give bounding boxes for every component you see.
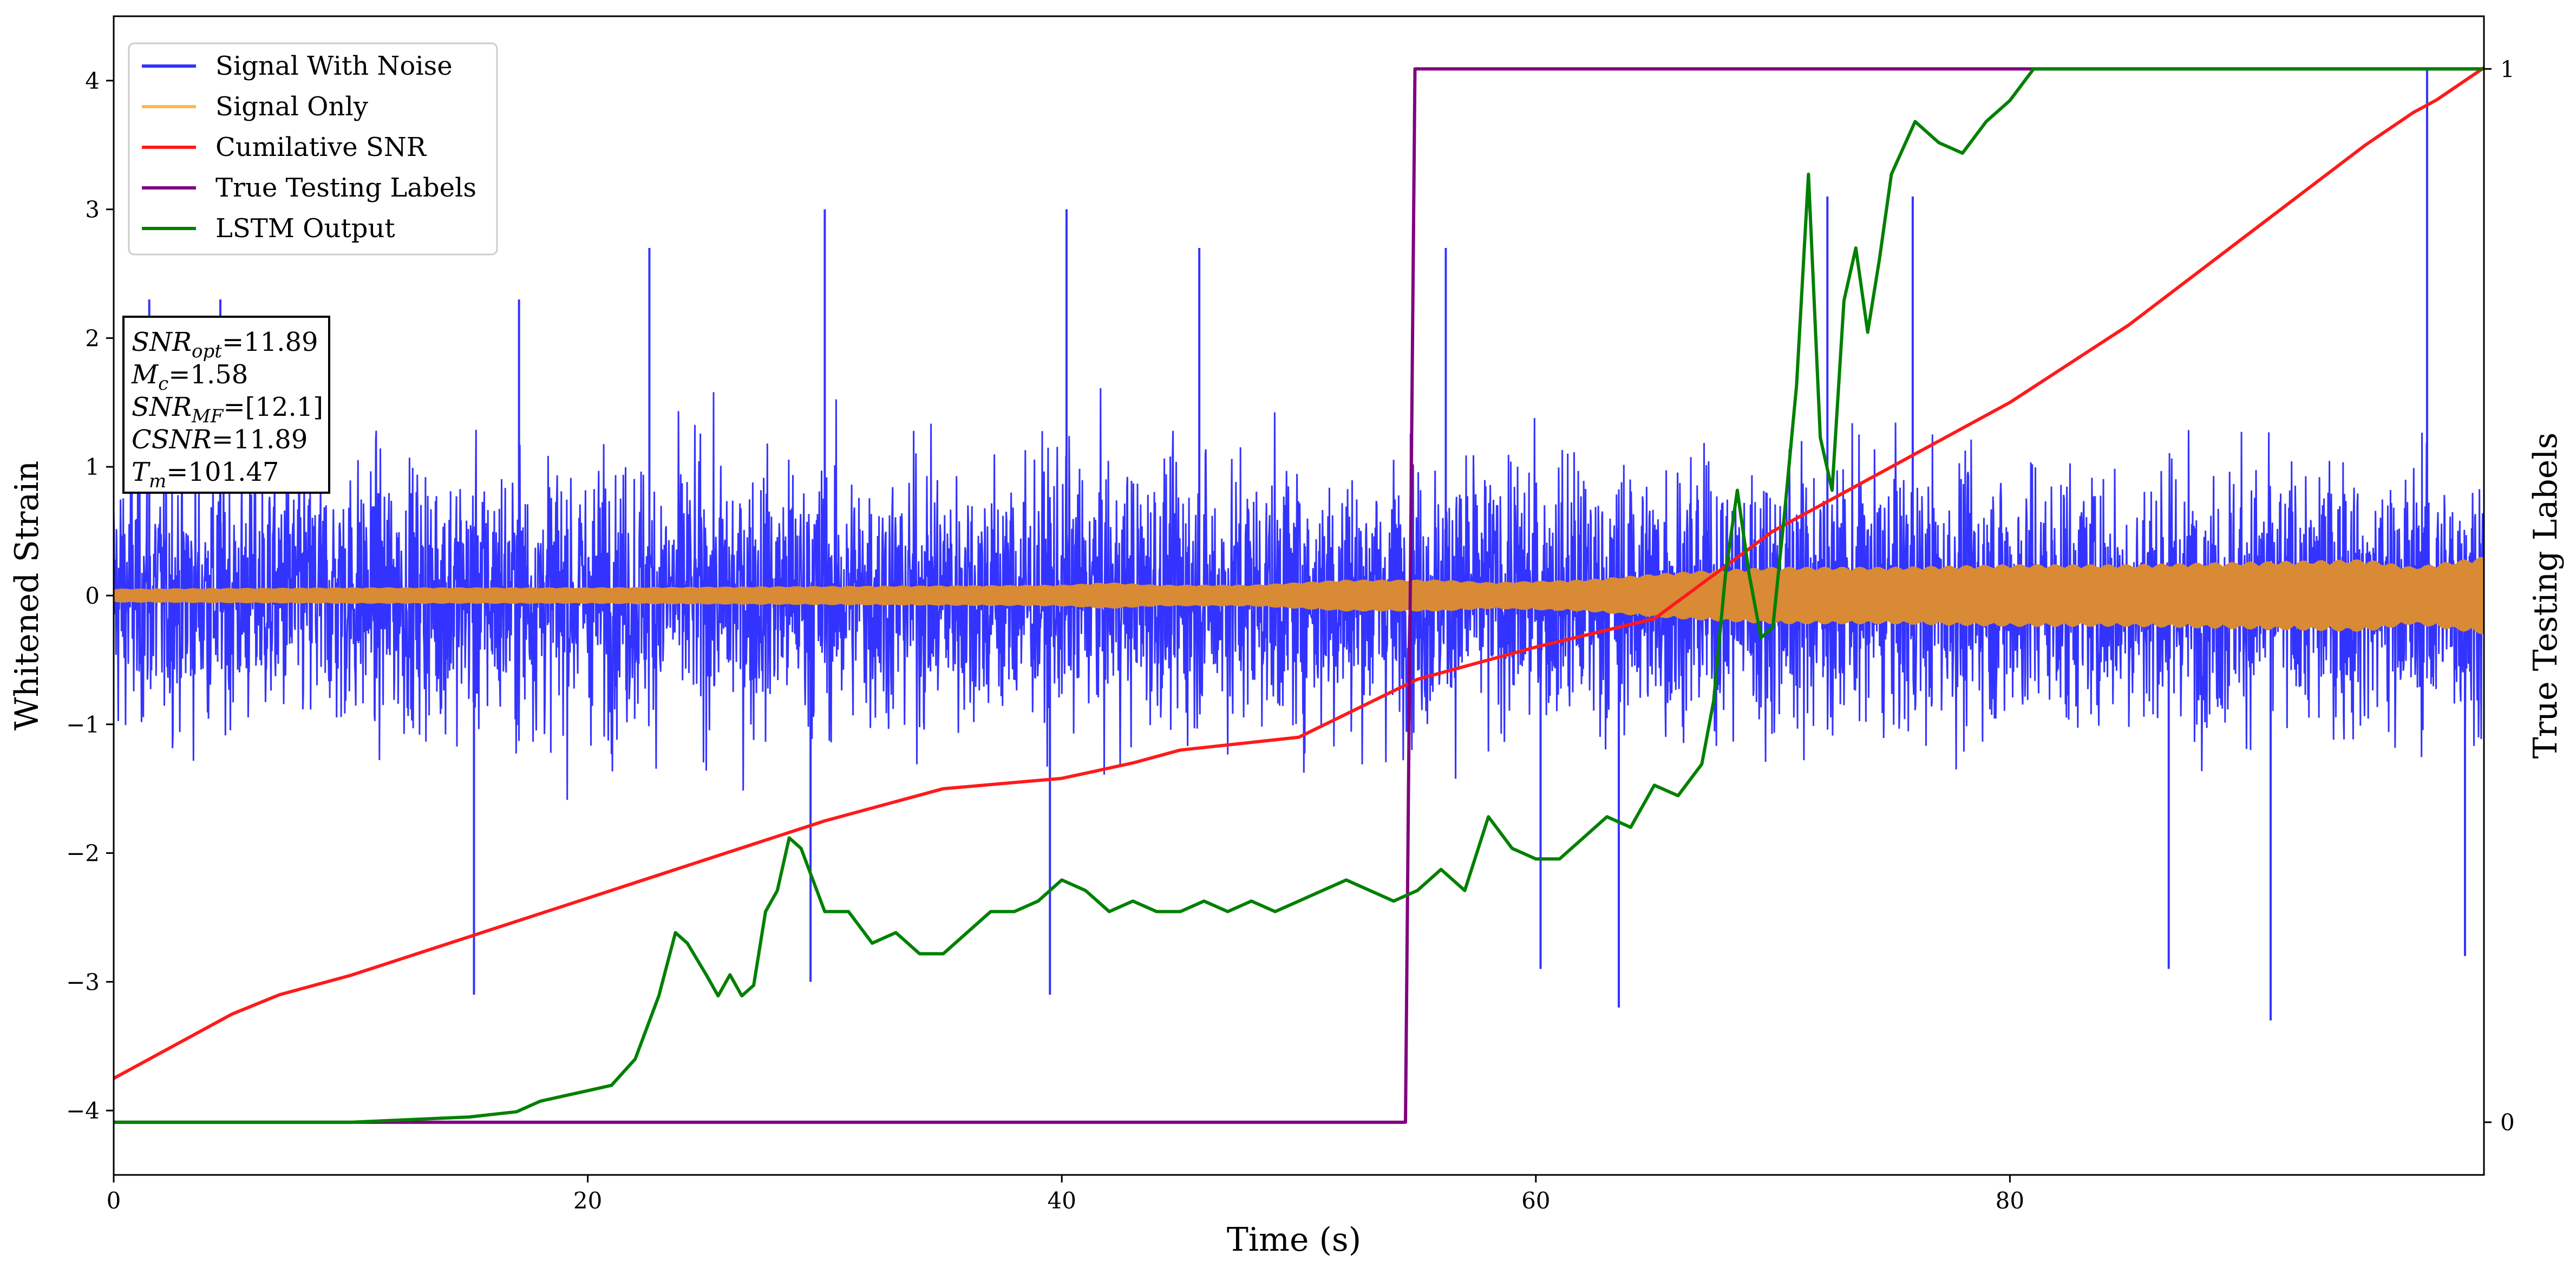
signal-with-noise-series (114, 68, 2484, 1021)
legend-label: Cumilative SNR (215, 132, 427, 162)
y-tick-label: 3 (85, 197, 100, 223)
annotation-box (122, 316, 330, 494)
y-tick-label: −2 (66, 840, 100, 867)
legend-box (128, 42, 498, 256)
stats-annotation: SNRopt=11.89Mc=1.58SNRMF=[12.1]CSNR=11.8… (122, 316, 330, 494)
x-axis: 0 20 40 60 80 (107, 1175, 2024, 1214)
lstm-output-line (114, 67, 2484, 1124)
y-tick-label: −3 (66, 969, 100, 995)
y-axis-left: −4 −3 −2 −1 0 1 2 3 4 (66, 68, 114, 1124)
cumulative-snr-series (114, 66, 2484, 1080)
plot-area (114, 66, 2484, 1124)
y-tick-label: 1 (85, 454, 100, 480)
legend-label: Signal Only (215, 92, 368, 122)
y-tick-label: −1 (66, 711, 100, 738)
legend: Signal With Noise Signal Only Cumilative S… (128, 42, 498, 256)
signal-only-band (114, 557, 2484, 635)
annotation-line: Mc=1.58 (131, 360, 248, 395)
legend-label: True Testing Labels (215, 173, 476, 203)
y-axis-right: 01 (2484, 56, 2515, 1136)
true-testing-labels-line (114, 67, 2484, 1124)
y-tick-label: −4 (66, 1097, 100, 1124)
y2-axis-title: True Testing Labels (2527, 433, 2565, 759)
x-tick-label: 80 (1996, 1187, 2024, 1214)
annotation-line: CSNR=11.89 (132, 424, 308, 455)
x-tick-label: 20 (573, 1187, 602, 1214)
cumulative-snr-line (114, 66, 2484, 1080)
legend-label: LSTM Output (215, 213, 395, 244)
x-tick-label: 60 (1521, 1187, 1550, 1214)
y2-tick-label: 0 (2500, 1109, 2515, 1136)
lstm-output-series (114, 67, 2484, 1124)
x-tick-label: 0 (107, 1187, 121, 1214)
annotation-line: SNRopt=11.89 (132, 327, 318, 362)
x-tick-label: 40 (1047, 1187, 1076, 1214)
legend-label: Signal With Noise (215, 51, 453, 81)
y-axis-title: Whitened Strain (8, 461, 46, 730)
signal-only-series (114, 557, 2484, 635)
y-tick-label: 0 (85, 583, 100, 609)
x-axis-title: Time (s) (1227, 1221, 1361, 1259)
y-tick-label: 2 (85, 325, 100, 351)
y2-tick-label: 1 (2500, 56, 2515, 82)
true-testing-labels-series (114, 67, 2484, 1124)
y-tick-label: 4 (85, 68, 100, 94)
annotation-line: Tm=101.47 (132, 457, 279, 492)
annotation-line: SNRMF=[12.1] (132, 392, 323, 427)
